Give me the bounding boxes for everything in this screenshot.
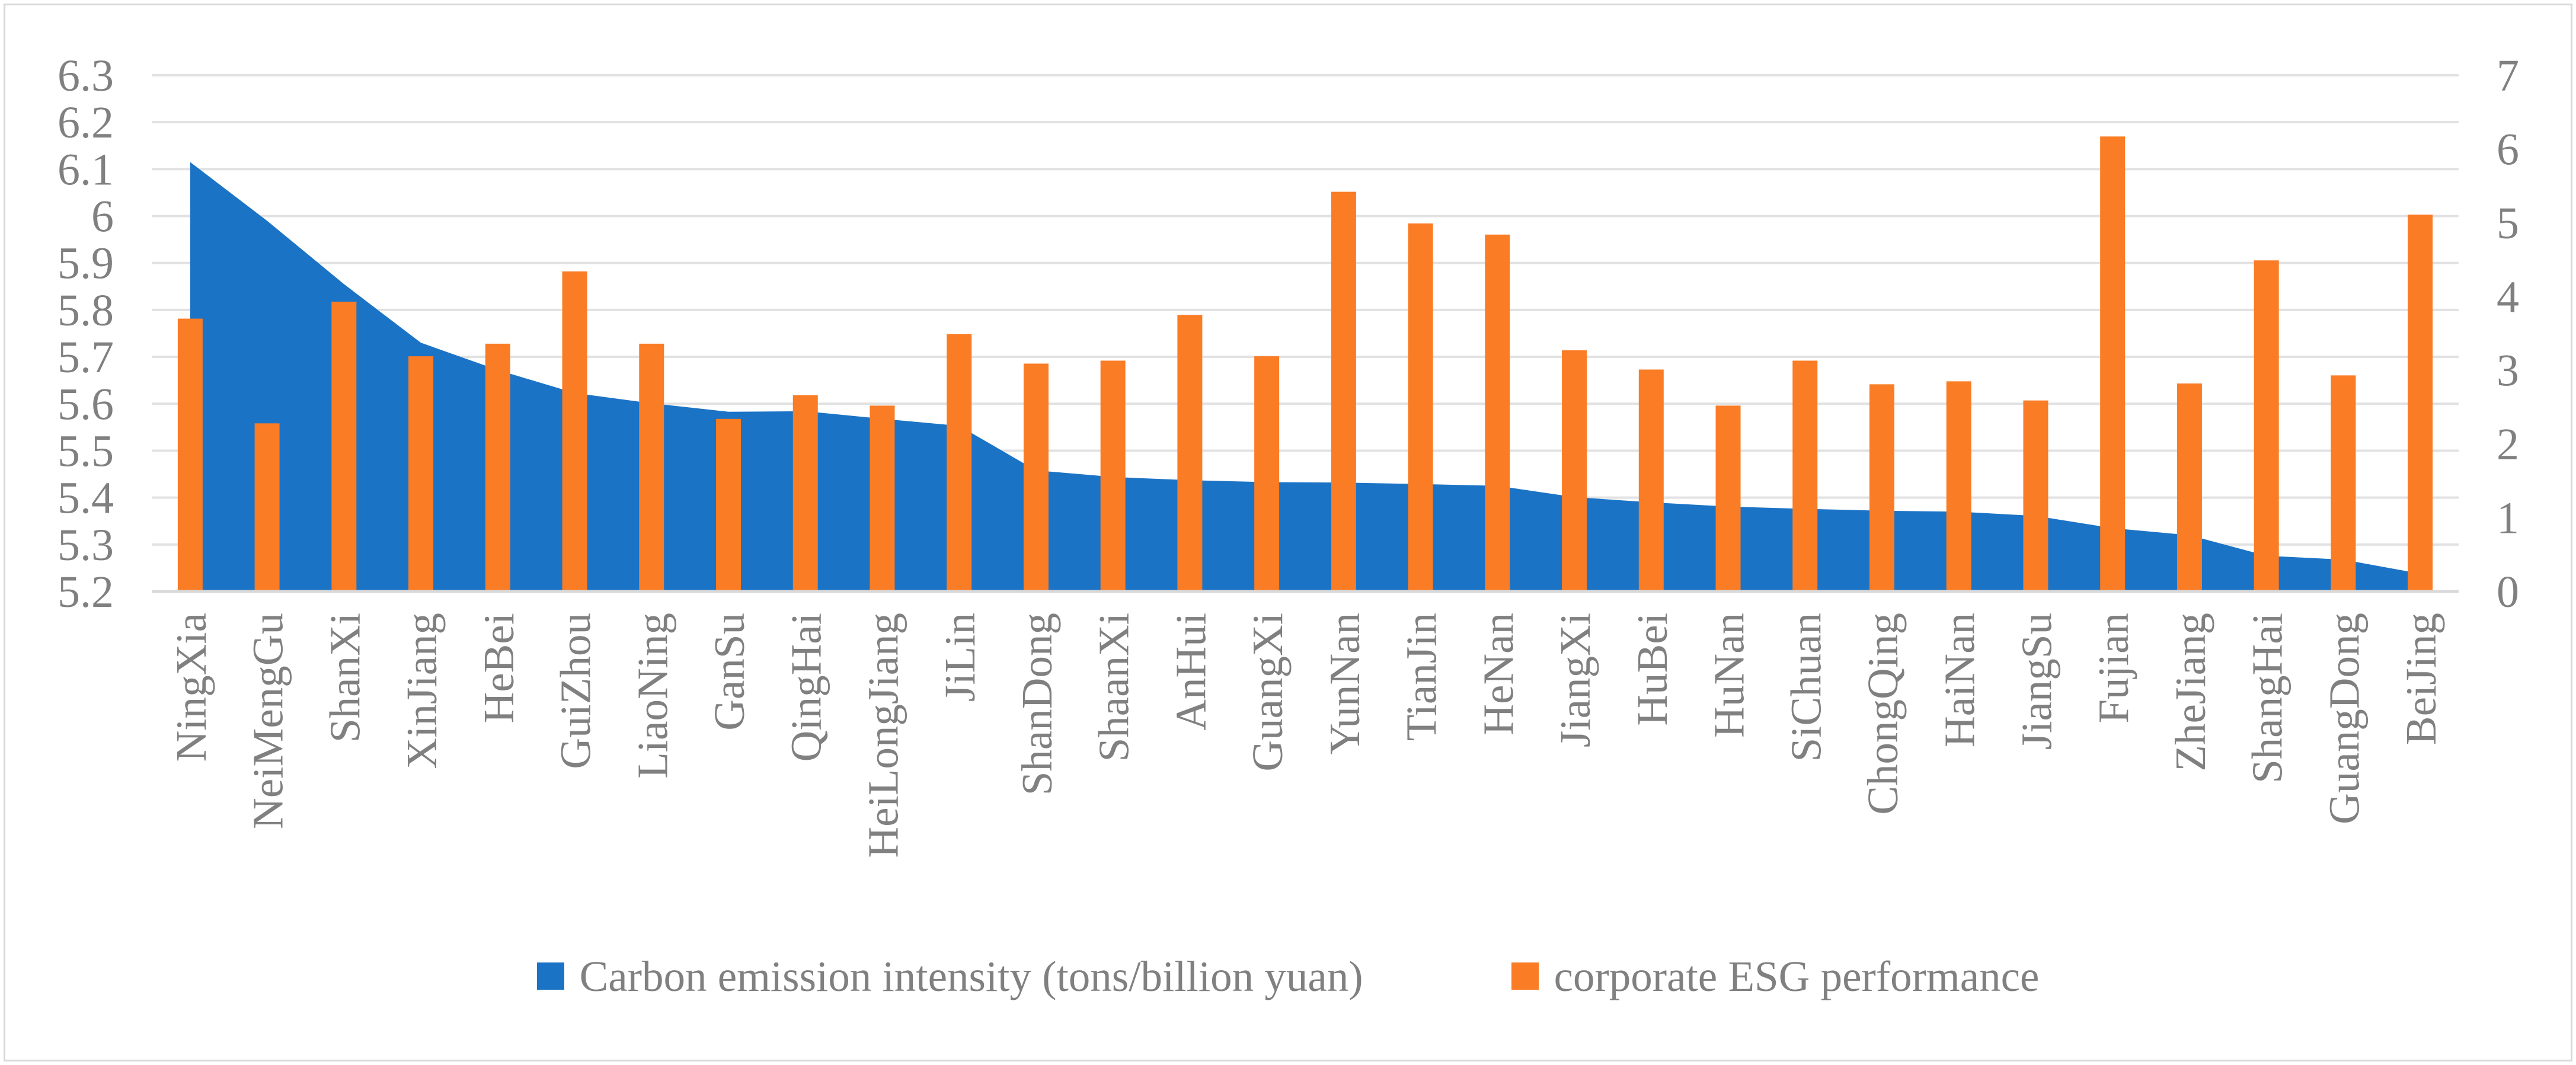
legend-swatch-icon: [1511, 962, 1539, 990]
bar-esg-ChongQing: [1869, 384, 1894, 591]
bar-esg-Fujian: [2100, 136, 2126, 592]
x-axis-category-label: HeBei: [475, 613, 523, 724]
y-axis-left-tick-label: 5.7: [57, 332, 114, 382]
bar-esg-BeiJing: [2408, 215, 2433, 591]
area-series-carbon-emission-intensity: [190, 162, 2421, 591]
x-axis-category-label: HaiNan: [1936, 613, 1984, 747]
x-axis-category-label: LiaoNing: [628, 613, 676, 779]
x-axis-category-label: JiLin: [936, 613, 984, 702]
y-axis-right-tick-label: 7: [2497, 51, 2519, 101]
bar-esg-HeBei: [485, 343, 510, 591]
x-axis-category-label: HeiLongJiang: [859, 613, 907, 858]
y-axis-right-tick-label: 0: [2497, 567, 2519, 617]
legend-swatch-icon: [536, 962, 564, 990]
bar-esg-HaiNan: [1946, 381, 1971, 591]
bar-esg-TianJin: [1408, 223, 1433, 592]
x-axis-category-label: ShangHai: [2243, 613, 2291, 783]
bar-esg-YunNan: [1331, 191, 1356, 592]
legend-item: corporate ESG performance: [1511, 952, 2040, 1000]
bar-esg-HuBei: [1638, 369, 1664, 591]
x-axis-category-label: NingXia: [167, 613, 215, 762]
bar-esg-GuangXi: [1254, 356, 1280, 591]
bar-esg-GuiZhou: [562, 271, 587, 591]
bar-esg-JiangXi: [1562, 350, 1587, 591]
y-axis-left-tick-label: 6.1: [57, 145, 114, 194]
x-axis-category-label: QingHai: [782, 613, 830, 762]
x-axis-category-label: ChongQing: [1859, 613, 1907, 815]
bar-esg-AnHui: [1177, 315, 1203, 591]
x-axis-category-label: GuiZhou: [552, 613, 600, 769]
y-axis-left-tick-label: 6.2: [57, 98, 114, 148]
x-axis-category-label: ShanXi: [321, 613, 369, 743]
legend-label: corporate ESG performance: [1554, 952, 2040, 1000]
y-axis-right-tick-label: 2: [2497, 420, 2519, 469]
y-axis-left-tick-label: 6: [91, 192, 114, 242]
bar-esg-HeiLongJiang: [870, 405, 895, 591]
bar-esg-JiangSu: [2023, 400, 2048, 591]
y-axis-left-tick-label: 5.9: [57, 239, 114, 289]
y-axis-left-tick-label: 5.5: [57, 426, 114, 476]
x-axis-category-label: SiChuan: [1782, 613, 1830, 762]
legend-label: Carbon emission intensity (tons/billion …: [579, 952, 1363, 1000]
y-axis-right-tick-label: 3: [2497, 346, 2519, 396]
y-axis-right-tick-label: 6: [2497, 124, 2519, 174]
bar-esg-LiaoNing: [639, 343, 664, 591]
x-axis-category-label: ShaanXi: [1090, 613, 1138, 762]
bar-esg-QingHai: [792, 395, 818, 591]
bar-esg-GanSu: [716, 418, 741, 591]
bar-esg-ShangHai: [2254, 260, 2279, 591]
y-axis-right-tick-label: 4: [2497, 272, 2519, 322]
x-axis-category-label: GuangDong: [2320, 613, 2368, 824]
y-axis-left-tick-label: 5.8: [57, 286, 114, 335]
x-axis-category-label: BeiJing: [2397, 613, 2445, 745]
bar-esg-JiLin: [947, 334, 972, 591]
x-axis-category-label: GanSu: [705, 613, 753, 731]
y-axis-left-tick-label: 6.3: [57, 51, 114, 101]
bar-esg-ShanXi: [331, 302, 357, 591]
x-axis-category-label: TianJin: [1398, 613, 1446, 741]
bar-esg-ZheJiang: [2177, 383, 2202, 591]
chart-legend: Carbon emission intensity (tons/billion …: [0, 944, 2576, 1009]
bar-esg-HeNan: [1485, 234, 1510, 591]
y-axis-left-tick-label: 5.3: [57, 520, 114, 570]
y-axis-right-tick-label: 5: [2497, 199, 2519, 248]
x-axis-category-label: NeiMengGu: [244, 613, 292, 829]
x-axis-category-label: GuangXi: [1244, 613, 1292, 772]
bar-esg-NingXia: [177, 318, 203, 591]
bar-esg-XinJiang: [408, 356, 434, 591]
x-axis-category-label: YunNan: [1321, 613, 1369, 754]
x-axis-category-label: JiangSu: [2012, 613, 2060, 750]
x-axis-category-label: HuNan: [1705, 613, 1753, 738]
bar-esg-HuNan: [1715, 405, 1741, 591]
x-axis-category-label: Fujian: [2089, 613, 2137, 724]
x-axis-category-label: HuBei: [1628, 613, 1676, 726]
y-axis-left-tick-label: 5.2: [57, 567, 114, 617]
bar-esg-ShaanXi: [1100, 360, 1126, 591]
bar-esg-NeiMengGu: [254, 423, 280, 591]
bar-esg-SiChuan: [1792, 360, 1818, 591]
y-axis-left-tick-label: 5.4: [57, 474, 114, 523]
bar-esg-ShanDong: [1023, 363, 1049, 591]
x-axis-category-label: ZheJiang: [2166, 613, 2214, 772]
x-axis-category-label: HeNan: [1474, 613, 1522, 735]
y-axis-left-tick-label: 5.6: [57, 379, 114, 429]
bar-esg-GuangDong: [2331, 375, 2356, 591]
x-axis-category-label: ShanDong: [1013, 613, 1061, 795]
x-axis-category-label: AnHui: [1166, 613, 1215, 731]
y-axis-right-tick-label: 1: [2497, 494, 2519, 543]
x-axis-category-label: XinJiang: [398, 613, 446, 769]
legend-item: Carbon emission intensity (tons/billion …: [536, 952, 1363, 1000]
x-axis-category-label: JiangXi: [1551, 613, 1599, 747]
